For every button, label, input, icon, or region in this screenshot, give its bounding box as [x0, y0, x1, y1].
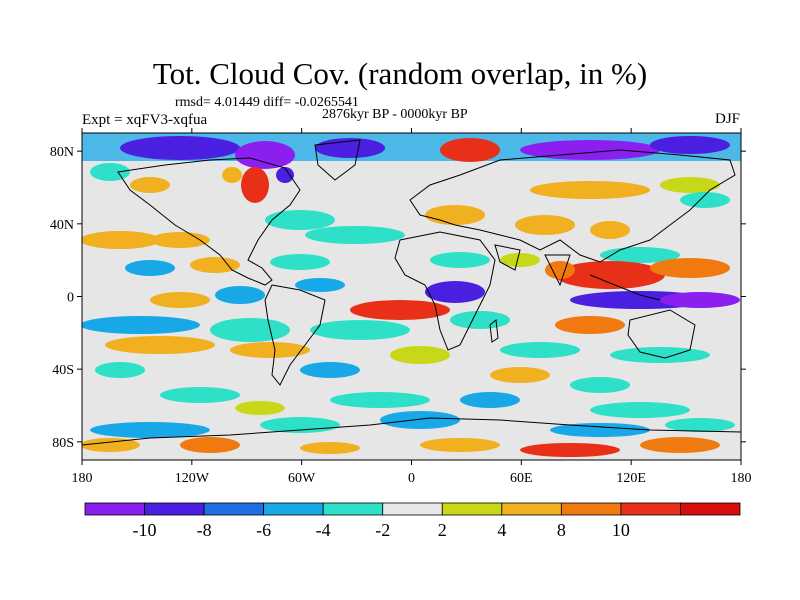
lon-tick-label: 180 — [731, 471, 752, 486]
colorbar-label: 8 — [557, 520, 566, 540]
lat-tick-label: 40N — [50, 218, 74, 233]
stats-label: rmsd= 4.01449 diff= -0.0265541 — [175, 95, 359, 110]
colorbar-swatch — [322, 502, 384, 516]
colorbar-swatch — [620, 502, 681, 516]
lat-tick-label: 80N — [50, 145, 74, 160]
colorbar-swatch — [560, 502, 622, 516]
lon-tick-label: 120E — [616, 471, 646, 486]
lon-tick-label: 120W — [175, 471, 210, 486]
map-title: Tot. Cloud Cov. (random overlap, in %) — [152, 56, 648, 91]
colorbar-swatch — [84, 502, 145, 516]
lat-tick-label: 40S — [52, 363, 74, 378]
colorbar-label: 10 — [612, 520, 630, 540]
colorbar-swatch — [501, 502, 562, 516]
coastlines — [82, 139, 741, 446]
colorbar-swatch — [680, 502, 741, 516]
colorbar-label: -8 — [197, 520, 212, 540]
experiment-label: Expt = xqFV3-xqfua — [82, 112, 208, 128]
lon-tick-label: 60W — [288, 471, 316, 486]
anomaly-field — [82, 133, 741, 457]
colorbar-swatch — [144, 502, 205, 516]
colorbar-label: -6 — [256, 520, 271, 540]
colorbar-swatch — [441, 502, 503, 516]
period-label: 2876kyr BP - 0000kyr BP — [322, 107, 468, 122]
season-label: DJF — [714, 111, 740, 127]
axis-ticks — [77, 128, 746, 465]
colorbar-label: -2 — [375, 520, 390, 540]
colorbar-label: -4 — [316, 520, 331, 540]
lat-tick-label: 80S — [52, 436, 74, 451]
lon-tick-label: 180 — [72, 471, 93, 486]
colorbar-label: 4 — [497, 520, 506, 540]
colorbar-label: 2 — [438, 520, 447, 540]
colorbar-swatch — [382, 502, 443, 516]
lat-tick-label: 0 — [67, 291, 74, 306]
lon-tick-label: 60E — [510, 471, 533, 486]
colorbar-label: -10 — [133, 520, 157, 540]
colorbar-swatch — [263, 502, 324, 516]
colorbar-swatch — [203, 502, 265, 516]
colorbar: -10 -8 -6 -4 -2 2 4 8 10 — [84, 502, 741, 540]
lon-tick-label: 0 — [408, 471, 415, 486]
axis-labels: 180 120W 60W 0 60E 120E 180 80N 40N 0 40S 80S — [50, 145, 752, 486]
